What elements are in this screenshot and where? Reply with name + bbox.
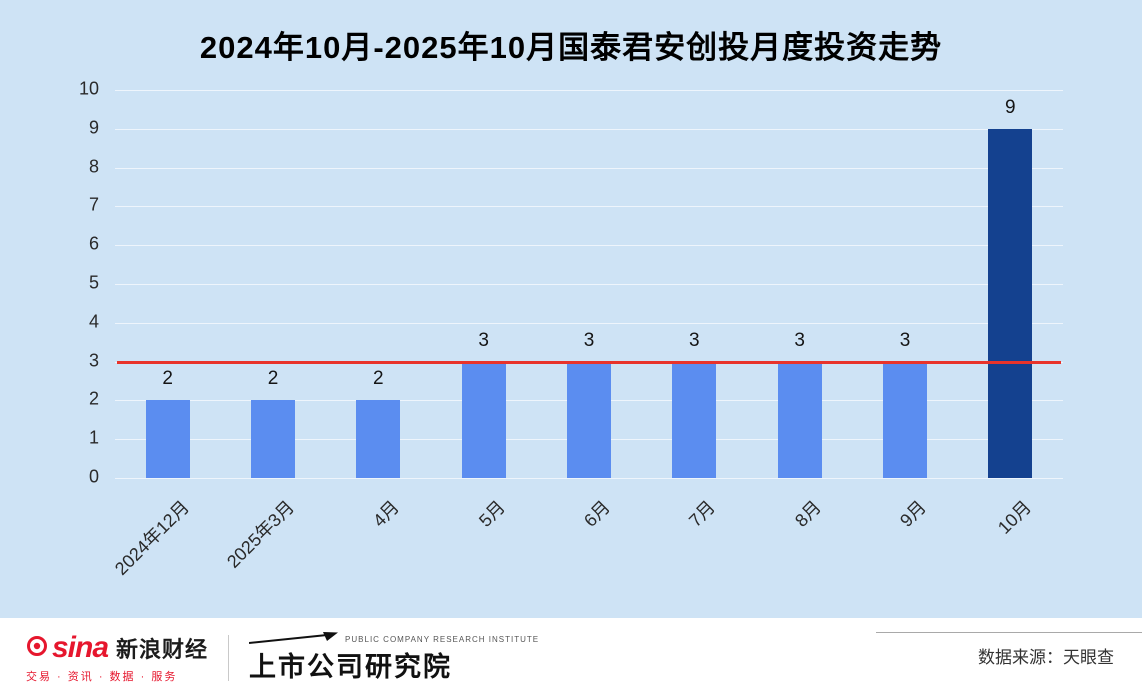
- sina-tagline: 交易 · 资讯 · 数据 · 服务: [26, 671, 178, 683]
- gridline: [115, 167, 1063, 169]
- bar-value-label: 2: [162, 368, 173, 390]
- y-tick-label: 1: [88, 427, 99, 448]
- gridline: [115, 284, 1063, 285]
- y-tick-label: 2: [88, 388, 99, 409]
- x-tick-label: 4月: [369, 496, 404, 531]
- footer-branding: sina 新浪财经 交易 · 资讯 · 数据 · 服务 PUBLIC COMPA…: [26, 632, 539, 684]
- data-source: 数据来源：天眼查: [978, 648, 1114, 667]
- bar-value-label: 3: [899, 329, 911, 351]
- bar-value-label: 3: [794, 329, 805, 351]
- institute-logo: PUBLIC COMPANY RESEARCH INSTITUTE 上市公司研究…: [249, 632, 539, 684]
- reference-line: [117, 360, 1061, 364]
- gridline: [115, 206, 1063, 208]
- x-tick-label: 6月: [580, 496, 614, 531]
- bar-value-label: 3: [478, 329, 489, 351]
- gridline: [115, 478, 1063, 479]
- bar: [145, 400, 190, 478]
- bar: [567, 361, 611, 478]
- bar-value-label: 3: [583, 329, 595, 351]
- sina-brand-name: 新浪财经: [116, 637, 209, 662]
- chart-plot-area: 0 1 2 3 4 5 6 7 8 9 10 2 2024年12月 2 2025年3月 2 4月 3 5月 3 6月 3 7…: [79, 78, 1063, 579]
- source-divider-line: [876, 632, 1142, 633]
- bar: [461, 361, 506, 478]
- x-tick-label: 5月: [474, 496, 509, 531]
- source-block: 数据来源：天眼查: [876, 632, 1142, 668]
- bar: [251, 400, 295, 478]
- gridline: [115, 245, 1063, 247]
- sina-logo: sina 新浪财经 交易 · 资讯 · 数据 · 服务: [26, 632, 208, 684]
- footer-divider: [228, 635, 230, 681]
- chart-title: 2024年10月-2025年10月国泰君安创投月度投资走势: [199, 30, 943, 65]
- x-tick-label: 8月: [790, 496, 825, 531]
- bar: [883, 361, 927, 478]
- footer: sina 新浪财经 交易 · 资讯 · 数据 · 服务 PUBLIC COMPA…: [0, 618, 1142, 698]
- y-tick-label: 4: [88, 311, 99, 332]
- x-tick-label: 2025年3月: [222, 496, 298, 572]
- bar-value-label: 2: [373, 368, 384, 390]
- y-tick-label: 7: [88, 194, 99, 215]
- bar: [672, 361, 717, 478]
- bar-value-label: 3: [689, 329, 700, 351]
- x-tick-label: 2024年12月: [110, 496, 193, 579]
- bar: [356, 400, 401, 478]
- bar: [988, 128, 1033, 478]
- institute-name: 上市公司研究院: [249, 652, 453, 682]
- rising-arrow-icon: [249, 632, 339, 644]
- x-tick-label: 7月: [685, 496, 720, 531]
- y-tick-label: 8: [88, 156, 99, 177]
- y-tick-label: 3: [88, 350, 99, 371]
- institute-subtitle: PUBLIC COMPANY RESEARCH INSTITUTE: [345, 635, 540, 644]
- gridline: [115, 90, 1063, 91]
- gridline: [115, 322, 1063, 324]
- bar-value-label: 2: [267, 368, 279, 390]
- x-tick-label: 10月: [994, 496, 1036, 538]
- x-tick-label: 9月: [896, 496, 930, 531]
- sina-eye-icon: [26, 635, 48, 662]
- y-tick-label: 9: [88, 117, 99, 138]
- y-tick-label: 6: [88, 233, 99, 254]
- bar: [777, 361, 822, 478]
- bar-value-label: 9: [1005, 96, 1016, 118]
- sina-logo-text: sina: [52, 631, 109, 664]
- y-tick-label: 5: [88, 272, 99, 293]
- y-tick-label: 10: [78, 78, 99, 99]
- y-tick-label: 0: [88, 466, 99, 487]
- gridline: [115, 128, 1063, 130]
